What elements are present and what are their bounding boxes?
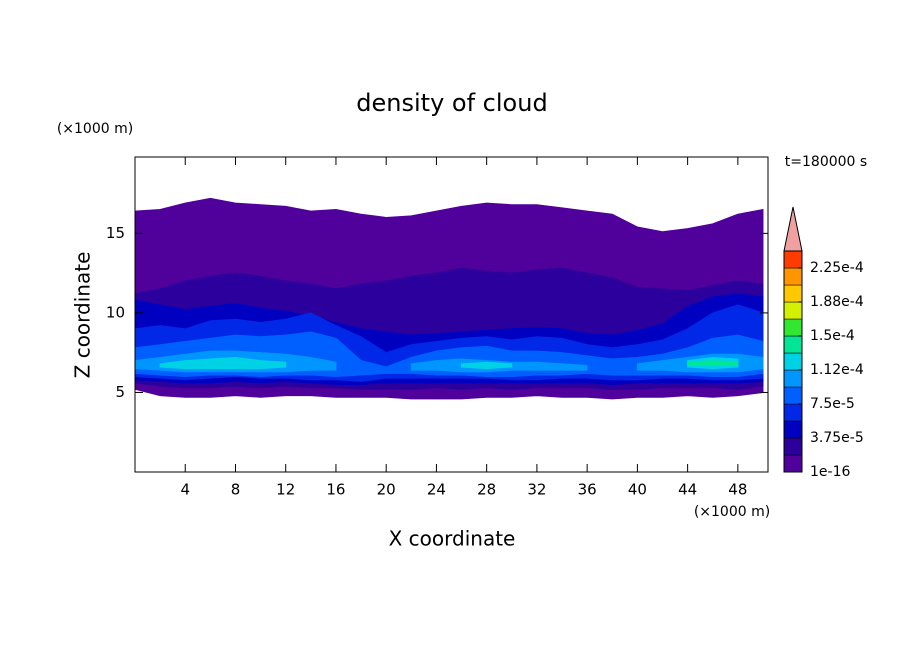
x-tick-label: 28 <box>477 481 496 499</box>
y-tick-label: 10 <box>106 303 125 321</box>
x-tick-label: 20 <box>377 481 396 499</box>
colorbar-tick-label: 1.88e-4 <box>810 294 864 310</box>
x-tick-label: 40 <box>628 481 647 499</box>
colorbar-band <box>783 335 803 354</box>
y-axis-title: Z coordinate <box>71 252 95 379</box>
colorbar-tick-label: 3.75e-5 <box>810 430 864 446</box>
colorbar-tick-label: 7.5e-5 <box>810 396 855 412</box>
contour-region <box>687 360 739 366</box>
colorbar-band <box>783 369 803 388</box>
x-tick-label: 8 <box>231 481 241 499</box>
colorbar-tick-label: 1e-16 <box>810 464 850 480</box>
colorbar-band <box>783 318 803 337</box>
y-tick-label: 15 <box>106 224 125 242</box>
x-tick-label: 32 <box>527 481 546 499</box>
colorbar-band <box>783 437 803 456</box>
colorbar: 1e-16 3.75e-5 7.5e-5 1.12e-4 1.5e-4 1.88e-4 2.… <box>783 206 864 480</box>
contour-region <box>461 361 513 370</box>
x-tick-label: 36 <box>578 481 597 499</box>
chart-title: density of cloud <box>356 89 547 117</box>
y-unit: (×1000 m) <box>57 121 133 137</box>
x-tick-label: 4 <box>180 481 190 499</box>
x-tick-label: 12 <box>276 481 295 499</box>
colorbar-band <box>783 386 803 405</box>
y-tick-label: 5 <box>115 383 125 401</box>
colorbar-frame <box>783 250 803 473</box>
x-tick-label: 44 <box>678 481 697 499</box>
colorbar-tick-label: 1.12e-4 <box>810 362 864 378</box>
contour-region <box>159 356 287 370</box>
colorbar-band <box>783 454 803 473</box>
colorbar-band <box>783 403 803 422</box>
colorbar-band <box>783 301 803 320</box>
colorbar-band <box>783 352 803 371</box>
x-unit: (×1000 m) <box>694 504 770 520</box>
x-axis-title: X coordinate <box>389 527 516 551</box>
colorbar-over-arrow <box>783 206 803 252</box>
colorbar-band <box>783 267 803 286</box>
plot-area <box>134 197 764 400</box>
colorbar-tick-label: 1.5e-4 <box>810 328 855 344</box>
annotation: t=180000 s <box>785 154 867 170</box>
plot-frame <box>134 156 769 473</box>
x-tick-label: 16 <box>326 481 345 499</box>
colorbar-band <box>783 250 803 269</box>
colorbar-tick-label: 2.25e-4 <box>810 260 864 276</box>
colorbar-band <box>783 420 803 439</box>
colorbar-band <box>783 284 803 303</box>
x-tick-label: 48 <box>728 481 747 499</box>
x-tick-label: 24 <box>427 481 446 499</box>
